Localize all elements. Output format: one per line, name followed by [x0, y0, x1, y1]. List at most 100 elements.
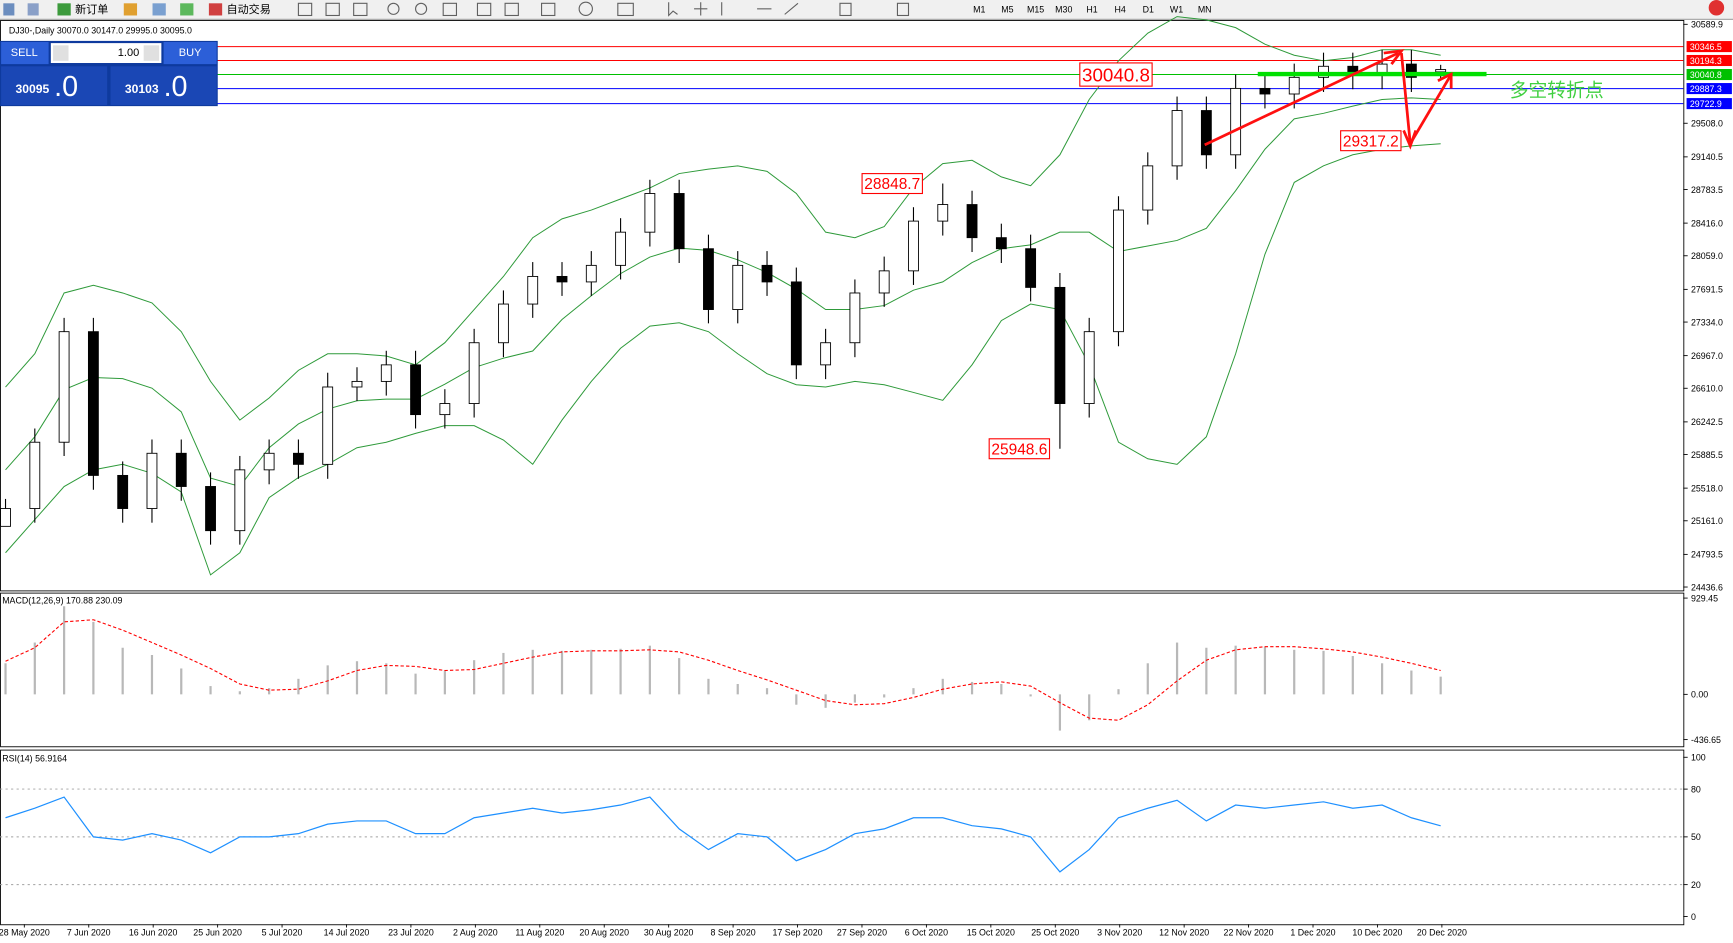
timeframe-button[interactable]: M15 [1027, 4, 1044, 14]
y-tick-label: 29140.5 [1691, 152, 1723, 162]
price-level-label: 29722.9 [1690, 99, 1722, 109]
arrow-up [1409, 75, 1452, 145]
cursor-tool[interactable] [668, 2, 678, 17]
candle-body [87, 331, 99, 476]
buy-button[interactable] [163, 42, 217, 65]
y-tick-label: 24436.6 [1691, 582, 1723, 592]
auto-trading-button[interactable]: 自动交易 [227, 2, 271, 16]
candle-body [1318, 65, 1329, 78]
ask-price: 30103 [125, 82, 159, 96]
bid-box[interactable] [1, 66, 108, 106]
toolbar-icon[interactable] [3, 3, 15, 16]
alert-icon[interactable] [1708, 0, 1725, 16]
timeframe-button[interactable]: W1 [1170, 4, 1183, 14]
price-annotation: 25948.6 [991, 441, 1047, 458]
price-level-tag [1686, 69, 1732, 81]
candle-body [966, 204, 978, 239]
candle-body [585, 264, 597, 283]
tool-icon[interactable] [476, 2, 492, 17]
auto-trading-icon[interactable] [208, 3, 223, 16]
candle-body [937, 204, 949, 222]
tool-icon[interactable] [325, 2, 340, 17]
x-tick-label: 25 Jun 2020 [193, 927, 242, 937]
zoom-in[interactable] [387, 2, 400, 15]
x-tick-label: 3 Nov 2020 [1097, 927, 1142, 937]
tool-icon[interactable] [541, 2, 556, 17]
tool-icon[interactable] [442, 2, 458, 17]
buy-label[interactable]: BUY [179, 47, 202, 59]
timeframe-button[interactable]: M5 [1001, 4, 1013, 14]
tool-icon[interactable] [297, 2, 313, 17]
x-tick-label: 6 Oct 2020 [905, 927, 948, 937]
timeframe-button[interactable]: MN [1198, 4, 1212, 14]
candle-body [878, 270, 890, 294]
timeframe-button[interactable]: H4 [1115, 4, 1126, 14]
candle-body [1259, 87, 1271, 95]
panel-frame [0, 20, 1685, 592]
candle-body [615, 231, 627, 266]
lot-down[interactable] [53, 45, 69, 61]
toolbar-icon[interactable] [152, 3, 166, 16]
new-order-icon[interactable] [57, 3, 71, 16]
candle-body [117, 474, 129, 509]
toolbar-icon[interactable] [123, 3, 138, 16]
tool-icon[interactable] [839, 2, 852, 17]
candle-body [322, 386, 334, 465]
price-annotation-box [988, 438, 1051, 460]
bid-price: 30095 [15, 82, 49, 96]
price-level-label: 29887.3 [1690, 84, 1722, 94]
trendline-tool[interactable] [784, 2, 799, 15]
arrows [1204, 49, 1453, 150]
timeframe-button[interactable]: M1 [973, 4, 985, 14]
toolbar-tools [297, 1, 910, 17]
toolbar-icon[interactable] [27, 3, 39, 16]
period-icon[interactable] [578, 1, 593, 17]
price-annotation-box [861, 173, 923, 195]
candle-body [1171, 110, 1183, 167]
y-tick-label: 29508.0 [1691, 119, 1723, 129]
candle-body [175, 452, 187, 487]
zoom-out[interactable] [415, 2, 428, 15]
crosshair-tool[interactable] [694, 2, 708, 16]
candle-body [673, 193, 685, 250]
candle-body [1405, 63, 1417, 78]
candle-body [380, 364, 392, 382]
timeframe-button[interactable]: M30 [1055, 4, 1072, 14]
toolbar [0, 0, 1733, 19]
panel-frame [0, 592, 1685, 748]
x-tick-label: 16 Jun 2020 [129, 927, 178, 937]
x-tick-label: 15 Oct 2020 [967, 927, 1015, 937]
price-level-tag [1686, 41, 1732, 53]
y-tick-label: 25161.0 [1691, 516, 1723, 526]
rsi-line [5, 796, 1441, 873]
tool-icon[interactable] [504, 2, 519, 17]
new-order-button[interactable]: 新订单 [75, 2, 108, 16]
ask-box[interactable] [110, 66, 217, 106]
chart-header: DJ30-,Daily 30070.0 30147.0 29995.0 3009… [9, 25, 192, 35]
tool-icon[interactable] [353, 2, 368, 17]
candle-body [0, 508, 11, 527]
toolbar-icon[interactable] [180, 3, 194, 16]
timeframe-button[interactable]: H1 [1086, 4, 1097, 14]
y-tick-label: 28783.5 [1691, 185, 1723, 195]
candle-body [292, 452, 304, 465]
arrowhead [1437, 71, 1453, 89]
bid-decimal: .0 [54, 71, 78, 103]
lot-up[interactable] [143, 45, 160, 61]
lot-input[interactable] [50, 43, 162, 64]
x-tick-label: 28 May 2020 [0, 927, 50, 937]
candle-body [1288, 76, 1300, 95]
candle-body [1200, 110, 1212, 156]
timeframe-button[interactable]: D1 [1143, 4, 1154, 14]
y-tick-label: 30589.9 [1691, 20, 1723, 30]
tool-icon[interactable] [617, 2, 634, 17]
sell-label[interactable]: SELL [11, 47, 38, 59]
x-tick-label: 2 Aug 2020 [453, 927, 498, 937]
tool-icon[interactable] [896, 2, 910, 17]
lot-value[interactable]: 1.00 [118, 47, 140, 59]
y-tick-label: 24793.5 [1691, 550, 1723, 560]
sell-button[interactable] [1, 42, 49, 65]
plots: 30589.9 29508.0 29140.5 28783.5 28416.0 28059… [0, 16, 1732, 937]
macd-signal [5, 619, 1441, 721]
candle-body [468, 342, 480, 404]
